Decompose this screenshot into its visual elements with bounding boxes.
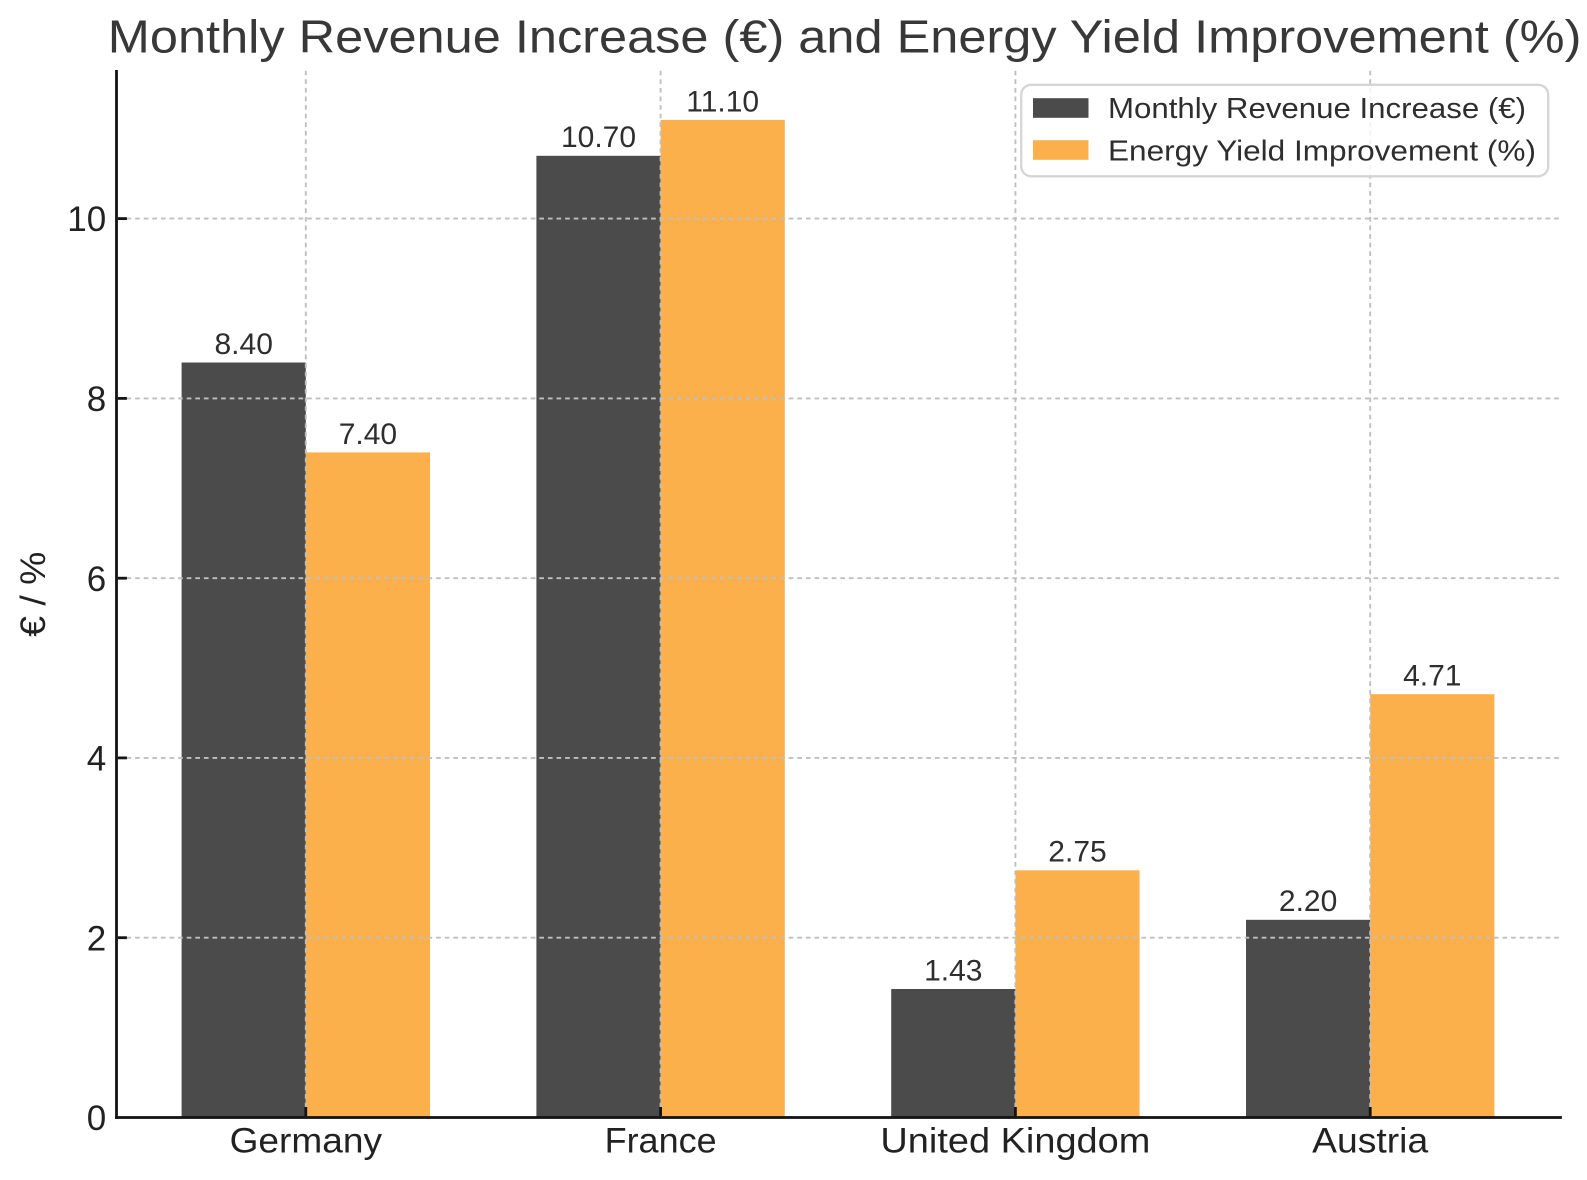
svg-text:Energy Yield Improvement (%): Energy Yield Improvement (%) [1108,136,1536,168]
svg-text:10: 10 [67,200,106,239]
svg-text:2: 2 [87,919,106,958]
svg-text:Monthly Revenue Increase (€): Monthly Revenue Increase (€) [1108,93,1526,125]
svg-text:8.40: 8.40 [215,328,273,361]
svg-text:France: France [605,1121,717,1160]
svg-text:Germany: Germany [230,1121,383,1160]
svg-text:10.70: 10.70 [561,121,636,154]
svg-text:0: 0 [87,1099,106,1138]
svg-text:6: 6 [87,560,106,599]
svg-text:4.71: 4.71 [1403,660,1461,693]
svg-text:7.40: 7.40 [339,418,397,451]
svg-text:2.20: 2.20 [1279,885,1337,918]
svg-text:8: 8 [87,380,106,419]
svg-text:11.10: 11.10 [686,85,759,118]
svg-text:€ / %: € / % [14,552,53,637]
svg-text:United Kingdom: United Kingdom [880,1121,1150,1160]
svg-text:2.75: 2.75 [1048,836,1106,869]
svg-text:4: 4 [87,740,106,779]
svg-text:Monthly Revenue Increase (€) a: Monthly Revenue Increase (€) and Energy … [108,11,1582,63]
svg-text:1.43: 1.43 [924,954,982,987]
svg-text:Austria: Austria [1312,1121,1429,1160]
